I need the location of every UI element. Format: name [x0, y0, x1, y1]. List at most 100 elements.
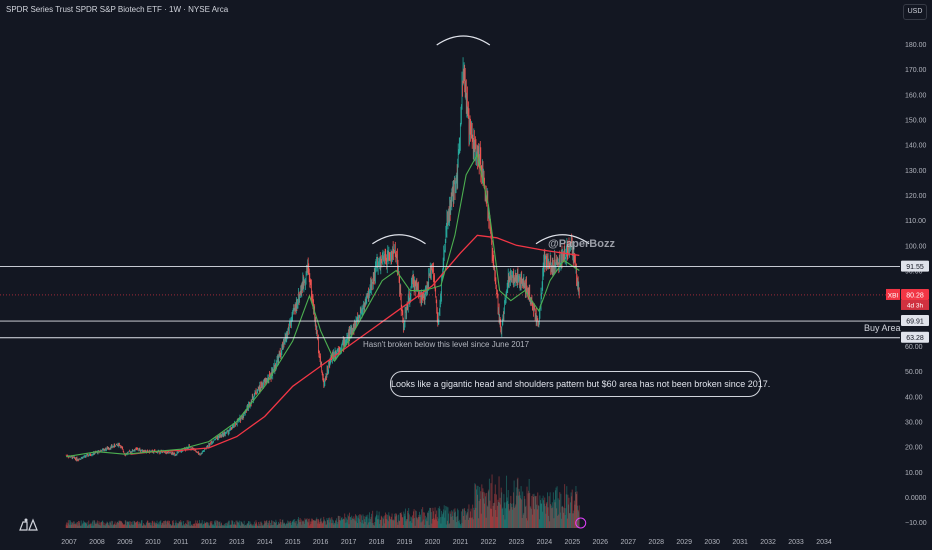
- moving-average-slow: [130, 234, 580, 455]
- pattern-arc[interactable]: [372, 234, 426, 245]
- volume-bar: [487, 491, 489, 528]
- volume-bar: [562, 505, 563, 528]
- volume-bar: [196, 523, 198, 528]
- volume-bar: [225, 522, 227, 528]
- volume-bar: [474, 483, 476, 528]
- volume-bar: [172, 520, 174, 528]
- time-tick-label: 2017: [341, 539, 357, 546]
- volume-bar: [390, 519, 392, 528]
- chart-title: SPDR Series Trust SPDR S&P Biotech ETF ·…: [6, 5, 229, 14]
- volume-bar: [139, 523, 141, 528]
- volume-bar: [394, 516, 396, 528]
- price-tick-label: 150.00: [905, 118, 927, 125]
- volume-bar: [72, 524, 74, 528]
- volume-bar: [400, 513, 402, 528]
- volume-bar: [352, 519, 354, 528]
- volume-bar: [539, 495, 541, 528]
- volume-bar: [188, 521, 190, 528]
- volume-bar: [567, 504, 569, 528]
- volume-bar: [114, 523, 116, 528]
- volume-bar: [566, 486, 568, 528]
- pattern-arc[interactable]: [535, 234, 590, 245]
- volume-bar: [327, 519, 329, 528]
- volume-bar: [113, 524, 115, 528]
- price-tick-label: −10.00: [905, 520, 927, 527]
- volume-bar: [210, 520, 212, 528]
- volume-bar: [445, 524, 447, 528]
- volume-bar: [417, 519, 419, 528]
- volume-bar: [287, 523, 289, 528]
- volume-bar: [177, 523, 179, 528]
- volume-bar: [375, 514, 377, 528]
- volume-bar: [371, 523, 373, 528]
- volume-bar: [415, 511, 417, 528]
- volume-bar: [242, 523, 243, 528]
- volume-bar: [532, 494, 534, 528]
- volume-bar: [513, 492, 515, 528]
- volume-bar: [164, 520, 166, 528]
- volume-bar: [122, 524, 124, 528]
- volume-bar: [332, 520, 334, 528]
- volume-bar: [462, 509, 463, 528]
- volume-bar: [531, 514, 533, 528]
- time-tick-label: 2030: [704, 539, 720, 546]
- volume-bar: [441, 510, 442, 528]
- volume-bar: [463, 515, 465, 528]
- volume-bar: [523, 512, 525, 528]
- time-tick-label: 2012: [201, 539, 217, 546]
- volume-bar: [479, 498, 481, 528]
- volume-bar: [455, 517, 457, 528]
- volume-bar: [67, 520, 69, 528]
- volume-bar: [274, 522, 276, 528]
- volume-bar: [504, 519, 506, 528]
- volume-bar: [133, 520, 135, 528]
- volume-bar: [282, 519, 284, 528]
- volume-bar: [158, 524, 160, 528]
- volume-bar: [405, 521, 407, 528]
- volume-bar: [265, 520, 267, 528]
- level-badge-top: [901, 260, 929, 272]
- volume-bar: [495, 510, 497, 528]
- volume-bar: [537, 492, 539, 528]
- volume-bar: [325, 524, 327, 528]
- volume-bar: [189, 521, 191, 528]
- volume-bar: [508, 504, 510, 528]
- volume-bar: [533, 496, 534, 528]
- volume-bar: [486, 492, 488, 528]
- volume-bar: [520, 486, 522, 528]
- volume-bar: [379, 523, 381, 528]
- events-marker-icon[interactable]: [575, 517, 587, 529]
- volume-bar: [246, 523, 248, 528]
- volume-bar: [132, 524, 134, 528]
- moving-average-fast: [66, 153, 580, 458]
- volume-bar: [353, 518, 355, 528]
- volume-bar: [520, 498, 522, 528]
- volume-bar: [534, 495, 536, 528]
- volume-bar: [413, 511, 414, 528]
- pattern-arc[interactable]: [436, 35, 491, 46]
- volume-bar: [359, 521, 361, 528]
- volume-bar: [263, 525, 264, 528]
- volume-bar: [159, 521, 161, 528]
- volume-bar: [346, 522, 348, 528]
- volume-bar: [488, 478, 490, 528]
- volume-bar: [344, 522, 346, 528]
- volume-bar: [202, 525, 204, 528]
- volume-bar: [434, 507, 436, 528]
- time-tick-label: 2031: [732, 539, 748, 546]
- volume-bar: [564, 514, 566, 528]
- time-tick-label: 2011: [173, 539, 188, 546]
- volume-bar: [305, 519, 307, 528]
- volume-bar: [152, 525, 154, 528]
- volume-bar: [444, 517, 446, 528]
- volume-bar: [74, 523, 76, 528]
- volume-bar: [248, 521, 250, 528]
- volume-bar: [70, 520, 71, 528]
- volume-bar: [101, 520, 103, 528]
- volume-bar: [77, 525, 79, 528]
- volume-bar: [208, 522, 210, 528]
- volume-bar: [168, 521, 170, 528]
- volume-bar: [152, 520, 154, 528]
- currency-button[interactable]: USD: [903, 4, 927, 20]
